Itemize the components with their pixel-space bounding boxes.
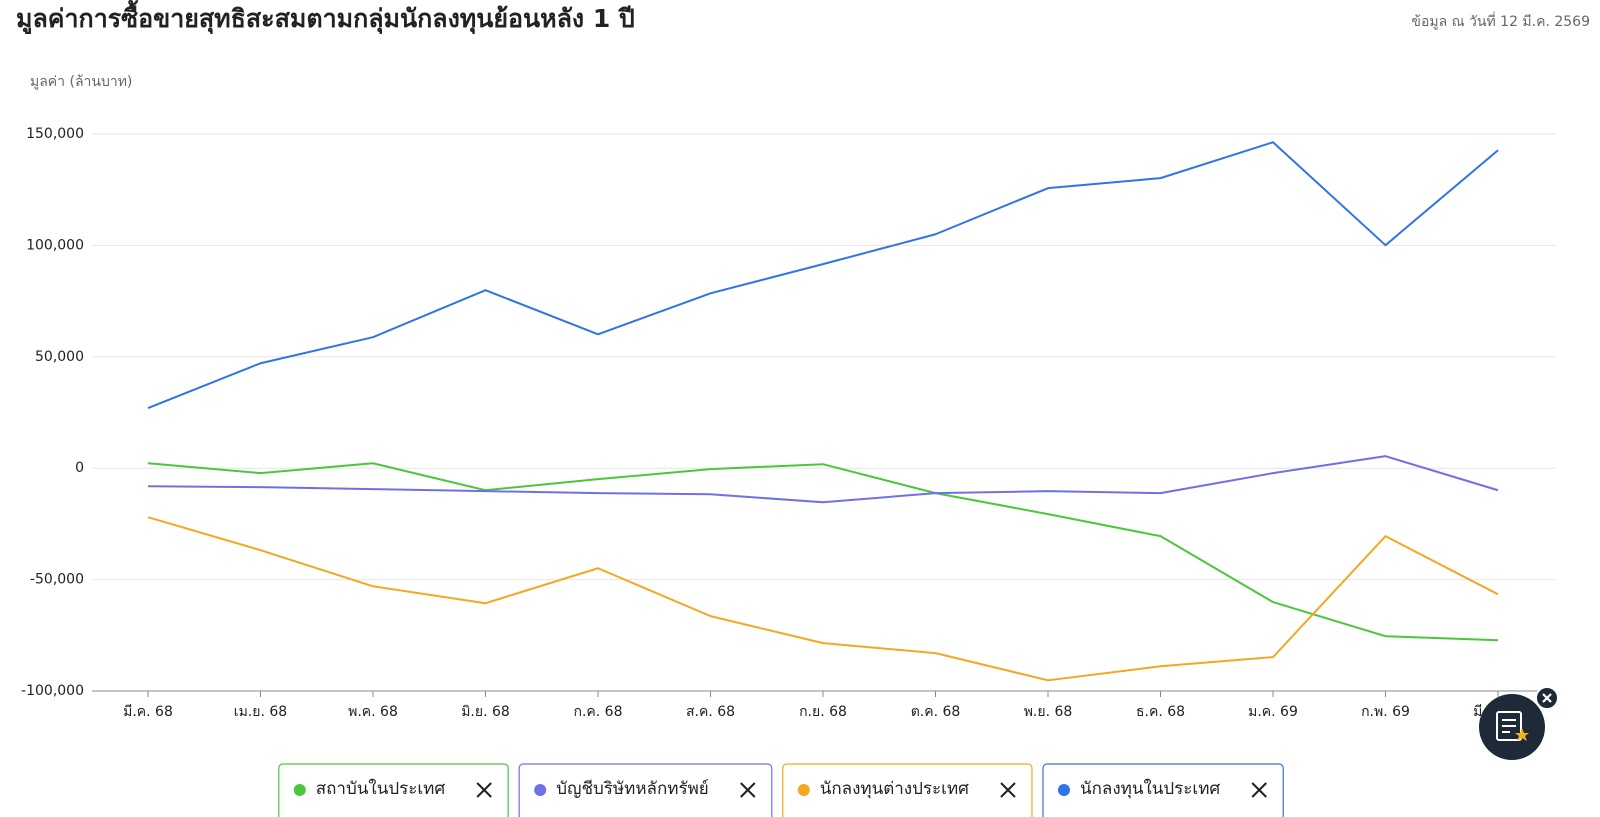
x-tick-label: มิ.ย. 68 [461,704,510,720]
y-tick-label: -50,000 [30,572,84,588]
x-tick-label: ส.ค. 68 [686,704,735,720]
x-tick-label: ธ.ค. 68 [1136,704,1185,720]
legend-box[interactable] [782,763,1033,817]
x-tick-label: ต.ค. 68 [911,704,961,720]
legend-label: สถาบันในประเทศ [316,778,446,799]
chart-subtitle: ข้อมูล ณ วันที่ 12 มี.ค. 2569 [1411,12,1590,30]
floating-button[interactable] [1479,686,1559,760]
y-tick-label: 100,000 [26,237,84,253]
legend-item[interactable]: นักลงทุนต่างประเทศ [782,763,1033,817]
legend-item[interactable]: บัญชีบริษัทหลักทรัพย์ [518,763,773,817]
legend-swatch [534,784,547,796]
legend-remove[interactable] [1000,782,1016,798]
y-tick-label: 0 [75,460,84,476]
legend-label: บัญชีบริษัทหลักทรัพย์ [556,779,709,799]
legend-label: นักลงทุนในประเทศ [1080,778,1220,799]
legend-box[interactable] [278,763,509,817]
series-line [147,141,1499,409]
series-line [147,516,1499,682]
x-tick-label: พ.ย. 68 [1024,704,1073,720]
y-tick-label: 50,000 [35,349,84,365]
y-axis-label: มูลค่า (ล้านบาท) [30,74,132,90]
x-tick-label: พ.ค. 68 [348,704,398,720]
legend-item[interactable]: สถาบันในประเทศ [278,763,509,817]
series-line [147,455,1499,504]
legend-swatch [797,784,810,796]
legend-swatch [293,784,306,796]
x-tick-label: ก.ค. 68 [573,704,622,720]
legend-swatch [1057,784,1070,796]
y-tick-label: -100,000 [21,683,84,699]
x-tick-label: ก.พ. 69 [1361,704,1410,720]
legend-remove[interactable] [476,782,492,798]
legend-remove[interactable] [1251,782,1267,798]
x-tick-label: เม.ย. 68 [234,704,287,720]
legend-item[interactable]: นักลงทุนในประเทศ [1042,763,1284,817]
legend: สถาบันในประเทศ บัญชีบริษัทหลักทรัพย์ นักลง… [278,763,1284,817]
chart-title: มูลค่าการซื้อขายสุทธิสะสมตามกลุ่มนักลงทุ… [16,0,635,35]
x-tick-label: มี.ค. 68 [123,704,173,720]
plot: -100,000 -50,000 0 50,000 100,000 150,000 มี.ค… [21,126,1556,720]
fab-star [1515,728,1529,741]
legend-label: นักลงทุนต่างประเทศ [820,779,969,799]
y-tick-label: 150,000 [26,126,84,142]
series-line [147,462,1499,642]
legend-box[interactable] [1042,763,1284,817]
fab-close-icon [1542,693,1552,703]
legend-remove[interactable] [740,782,756,798]
x-tick-label: ม.ค. 69 [1248,704,1298,720]
x-tick-label: ก.ย. 68 [799,704,847,720]
fab-icon [1496,711,1522,741]
legend-box[interactable] [518,763,773,817]
